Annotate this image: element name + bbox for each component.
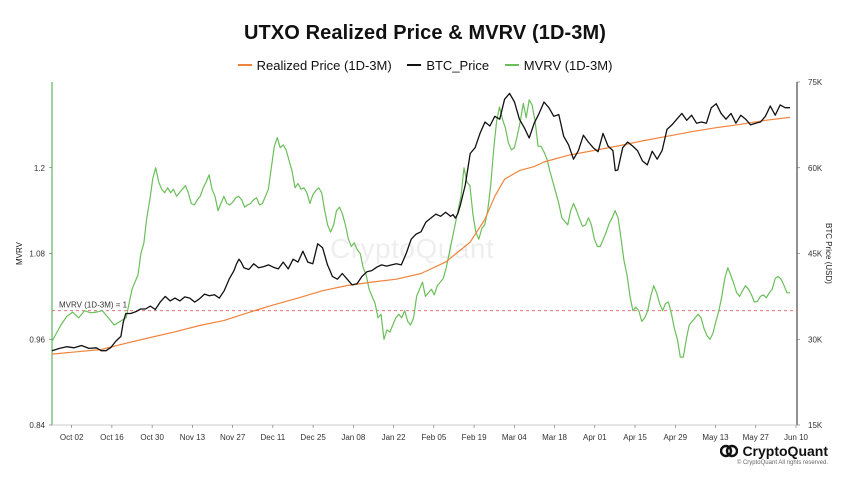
x-tick-label: Mar 18 <box>542 433 567 442</box>
brand: CryptoQuant © CryptoQuant All rights res… <box>720 443 828 466</box>
chart-title: UTXO Realized Price & MVRV (1D-3M) <box>243 22 606 44</box>
series-line-realized-price-1d-3m <box>51 116 791 355</box>
legend-swatch-mvrv <box>504 64 519 66</box>
legend-swatch-realized <box>237 64 252 66</box>
x-tick-label: Jan 08 <box>341 433 366 442</box>
legend: Realized Price (1D-3M) BTC_Price MVRV (1… <box>0 54 850 73</box>
left-tick-label: 1.2 <box>34 164 46 173</box>
reference-line-label: MVRV (1D-3M) = 1 <box>59 301 128 310</box>
right-tick-label: 60K <box>808 164 823 173</box>
x-tick-label: Apr 29 <box>663 433 687 442</box>
x-tick-label: Dec 11 <box>260 433 285 442</box>
right-axis-title: BTC Price (USD) <box>824 223 833 284</box>
brand-logo: CryptoQuant <box>720 443 828 459</box>
x-tick-label: Apr 01 <box>583 433 607 442</box>
brand-copyright: © CryptoQuant All rights reserved. <box>736 460 828 466</box>
tick-labels: 0.84 0.96 1.08 1.2 15K 30K 45K 60K 75K Oct 02 Oct … <box>15 78 833 442</box>
right-tick-label: 30K <box>808 335 823 344</box>
legend-item-realized[interactable]: Realized Price (1D-3M) <box>237 57 392 73</box>
left-tick-label: 1.08 <box>29 250 45 259</box>
left-axis-title: MVRV <box>15 241 24 265</box>
axes <box>49 81 800 428</box>
legend-label-mvrv: MVRV (1D-3M) <box>523 57 613 73</box>
x-tick-label: Jun 10 <box>784 433 809 442</box>
x-tick-label: May 13 <box>702 433 729 442</box>
brand-name-text: CryptoQuant <box>742 443 828 459</box>
legend-item-mvrv[interactable]: MVRV (1D-3M) <box>504 57 613 73</box>
cryptoquant-logo-icon <box>720 444 739 458</box>
left-tick-label: 0.96 <box>29 335 45 344</box>
series-line-btc-price <box>51 92 790 352</box>
legend-label-realized: Realized Price (1D-3M) <box>256 57 392 73</box>
right-tick-label: 45K <box>808 250 823 259</box>
x-tick-label: Oct 02 <box>60 433 84 442</box>
series-line-mvrv-1d-3m <box>51 99 790 358</box>
x-tick-label: Nov 27 <box>220 433 246 442</box>
series-group <box>51 92 797 358</box>
x-tick-label: Jan 22 <box>382 433 407 442</box>
left-tick-label: 0.84 <box>29 421 45 430</box>
right-tick-label: 75K <box>808 78 823 87</box>
x-tick-label: May 27 <box>743 433 770 442</box>
legend-label-btc: BTC_Price <box>426 57 490 73</box>
x-tick-label: Nov 13 <box>180 433 206 442</box>
legend-swatch-btc <box>407 64 422 66</box>
x-tick-label: Feb 19 <box>462 433 487 442</box>
x-tick-label: Feb 05 <box>421 433 446 442</box>
x-tick-label: Oct 30 <box>140 433 164 442</box>
x-tick-label: Apr 15 <box>623 433 647 442</box>
x-tick-label: Oct 16 <box>100 433 124 442</box>
x-tick-label: Mar 04 <box>502 433 527 442</box>
x-tick-label: Dec 25 <box>300 433 326 442</box>
legend-item-btc[interactable]: BTC_Price <box>407 58 489 73</box>
right-tick-label: 15K <box>808 421 823 430</box>
